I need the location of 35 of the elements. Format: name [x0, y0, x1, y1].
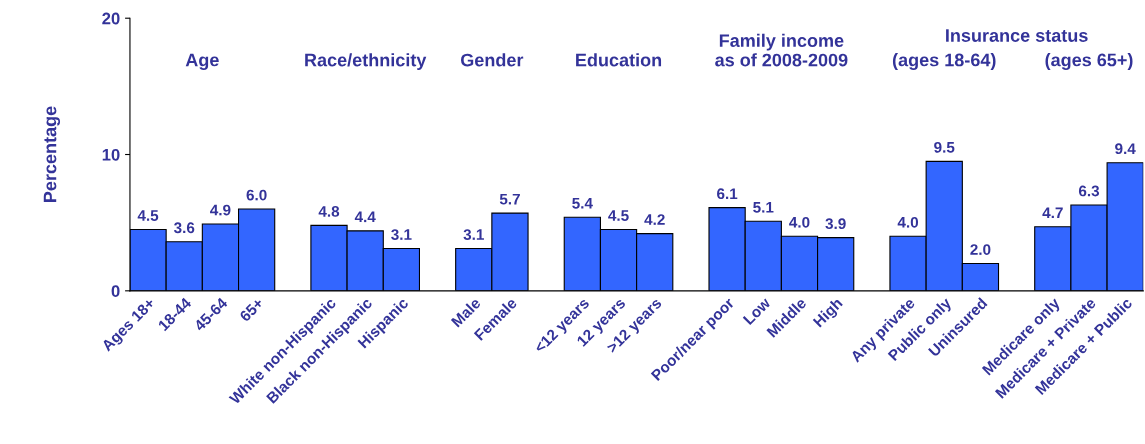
y-tick-label: 20 [102, 12, 120, 25]
annotation: Age [185, 53, 219, 70]
data-label: 4.0 [789, 216, 810, 228]
data-label: 6.1 [717, 188, 738, 200]
y-tick-label: 0 [111, 285, 120, 298]
data-label: 4.5 [608, 210, 629, 221]
data-label: 4.9 [210, 204, 231, 216]
data-label: 3.9 [825, 218, 846, 230]
data-label: 5.4 [572, 197, 593, 209]
data-label: 4.4 [354, 211, 376, 223]
annotation: Education [576, 53, 662, 67]
data-label: 4.0 [897, 216, 919, 228]
x-tick-label: 65+ [238, 297, 265, 323]
data-label: 6.3 [1078, 185, 1100, 197]
annotation: Race/ethnicity [305, 53, 427, 70]
annotation: Insurance status [946, 29, 1088, 42]
data-label: 9.4 [1115, 143, 1136, 155]
y-tick-label: 10 [102, 148, 120, 161]
annotation: (ages 65+) [1045, 53, 1133, 70]
data-label: 9.5 [934, 141, 955, 153]
annotation: Family income as of 2008-2009 [715, 33, 848, 67]
data-label: 6.0 [246, 189, 267, 201]
data-label: 5.7 [499, 193, 520, 205]
data-label: 3.6 [173, 222, 195, 234]
data-label: 5.1 [753, 202, 774, 213]
annotation: (ages 18-64) [892, 53, 996, 70]
data-label: 3.1 [463, 229, 484, 241]
data-label: 4.7 [1042, 207, 1063, 219]
y-axis-title: Percentage [43, 106, 61, 202]
data-label: 4.5 [137, 210, 159, 221]
data-label: 2.0 [970, 244, 991, 255]
annotation: Gender [461, 53, 524, 67]
data-label: 4.2 [644, 214, 665, 225]
data-label: 3.1 [391, 229, 412, 241]
data-label: 4.8 [318, 206, 340, 217]
